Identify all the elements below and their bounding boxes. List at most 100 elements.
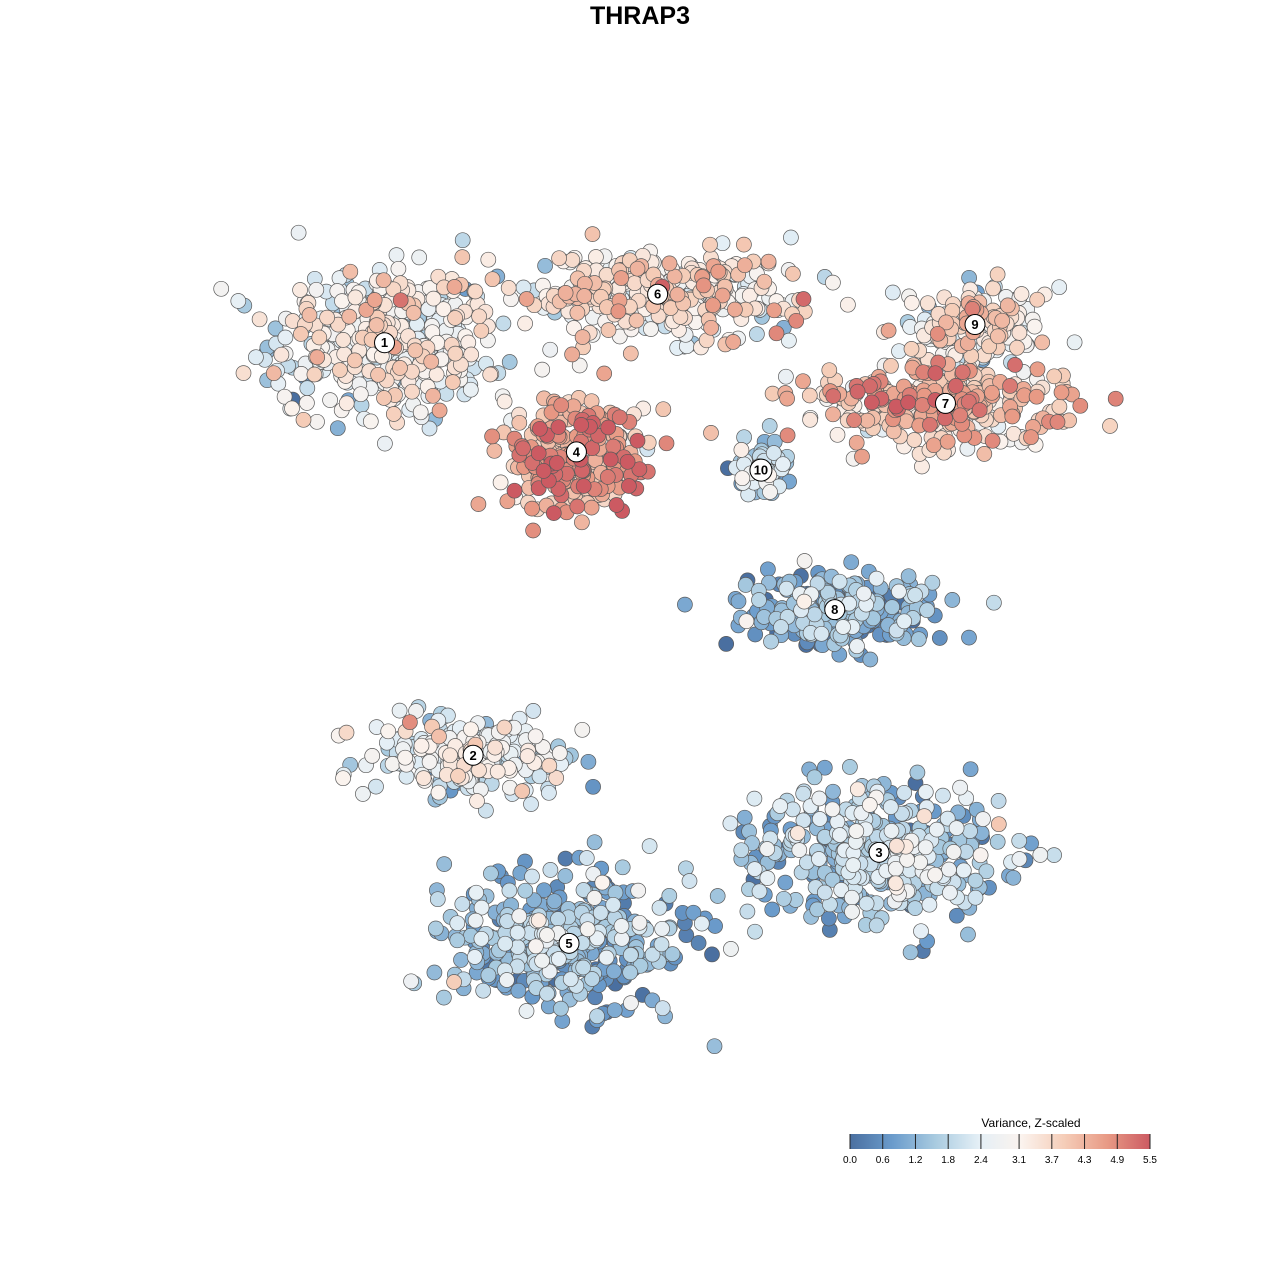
data-point (964, 301, 981, 317)
data-point (1002, 378, 1018, 394)
data-point (342, 263, 359, 280)
points-layer (213, 224, 1124, 1055)
data-point (938, 314, 954, 331)
data-point (295, 411, 312, 428)
data-point (425, 290, 442, 307)
data-point (575, 478, 592, 494)
data-point (404, 383, 420, 400)
data-point (392, 360, 408, 376)
data-point (368, 317, 385, 333)
data-point (939, 433, 956, 450)
data-point (539, 985, 555, 1002)
data-point (407, 342, 424, 359)
data-point (989, 266, 1006, 283)
legend-title: Variance, Z-scaled (981, 1116, 1080, 1130)
data-point (523, 796, 539, 812)
data-point (574, 329, 591, 345)
data-point (976, 446, 993, 462)
data-point (436, 856, 453, 872)
data-point (1028, 388, 1045, 405)
data-point (611, 409, 628, 426)
data-point (511, 414, 528, 431)
data-point (831, 827, 848, 843)
data-point (355, 786, 371, 802)
data-point (497, 935, 514, 952)
data-point (910, 631, 927, 648)
data-point (284, 400, 300, 417)
data-point (788, 312, 805, 329)
data-point (602, 451, 619, 468)
cluster-label-badge (462, 744, 484, 766)
data-point (899, 851, 915, 868)
cluster-label-badge (824, 599, 846, 621)
data-point (573, 417, 590, 433)
data-point (421, 420, 438, 437)
legend-tick-label: 0.0 (843, 1155, 857, 1166)
data-point (594, 874, 611, 891)
data-point (473, 899, 490, 916)
data-point (557, 850, 574, 867)
data-point (924, 574, 941, 591)
data-point (380, 723, 397, 740)
data-point (447, 345, 464, 362)
data-point (517, 315, 533, 332)
data-point (454, 249, 471, 265)
data-point (1032, 847, 1049, 863)
data-point (586, 890, 603, 906)
data-point (669, 286, 686, 303)
cluster-label-text: 5 (565, 936, 572, 951)
data-point (606, 963, 622, 980)
data-point (299, 395, 315, 411)
data-point (677, 596, 693, 613)
data-point (848, 434, 865, 451)
data-point (813, 625, 830, 642)
cluster-label: 5 (558, 932, 580, 954)
data-point (796, 553, 813, 569)
data-point (955, 862, 972, 879)
data-point (948, 378, 964, 394)
data-point (903, 295, 920, 311)
data-point (557, 285, 574, 301)
data-point (569, 498, 586, 515)
data-point (368, 778, 384, 795)
data-point (532, 420, 548, 437)
data-point (623, 995, 639, 1011)
data-point (468, 884, 485, 901)
data-point (778, 368, 794, 385)
data-point (725, 334, 742, 350)
data-point (922, 416, 938, 433)
data-point (779, 427, 796, 444)
data-point (519, 748, 536, 764)
data-point (789, 825, 806, 841)
data-point (273, 346, 290, 363)
cluster-label-badge (868, 841, 890, 863)
data-point (235, 365, 252, 381)
data-point (1051, 279, 1068, 296)
data-point (622, 964, 638, 981)
data-point (553, 397, 570, 414)
cluster-label-text: 4 (573, 444, 581, 459)
data-point (651, 899, 668, 916)
data-point (654, 1000, 671, 1017)
data-point (730, 593, 747, 610)
data-point (347, 289, 364, 306)
data-point (952, 779, 968, 796)
data-point (583, 499, 600, 516)
data-point (795, 291, 812, 307)
data-point (925, 437, 942, 454)
data-point (486, 442, 503, 459)
data-point (564, 252, 581, 268)
data-point (825, 783, 841, 800)
data-point (334, 293, 350, 309)
data-point (489, 763, 506, 780)
data-point (517, 882, 534, 899)
cluster-label: 2 (462, 744, 484, 766)
data-point (293, 366, 310, 382)
data-point (693, 915, 710, 932)
data-point (548, 770, 565, 786)
data-point (1013, 286, 1030, 302)
data-point (727, 301, 743, 318)
data-point (912, 854, 928, 871)
data-point (585, 778, 601, 795)
data-point (309, 413, 325, 430)
